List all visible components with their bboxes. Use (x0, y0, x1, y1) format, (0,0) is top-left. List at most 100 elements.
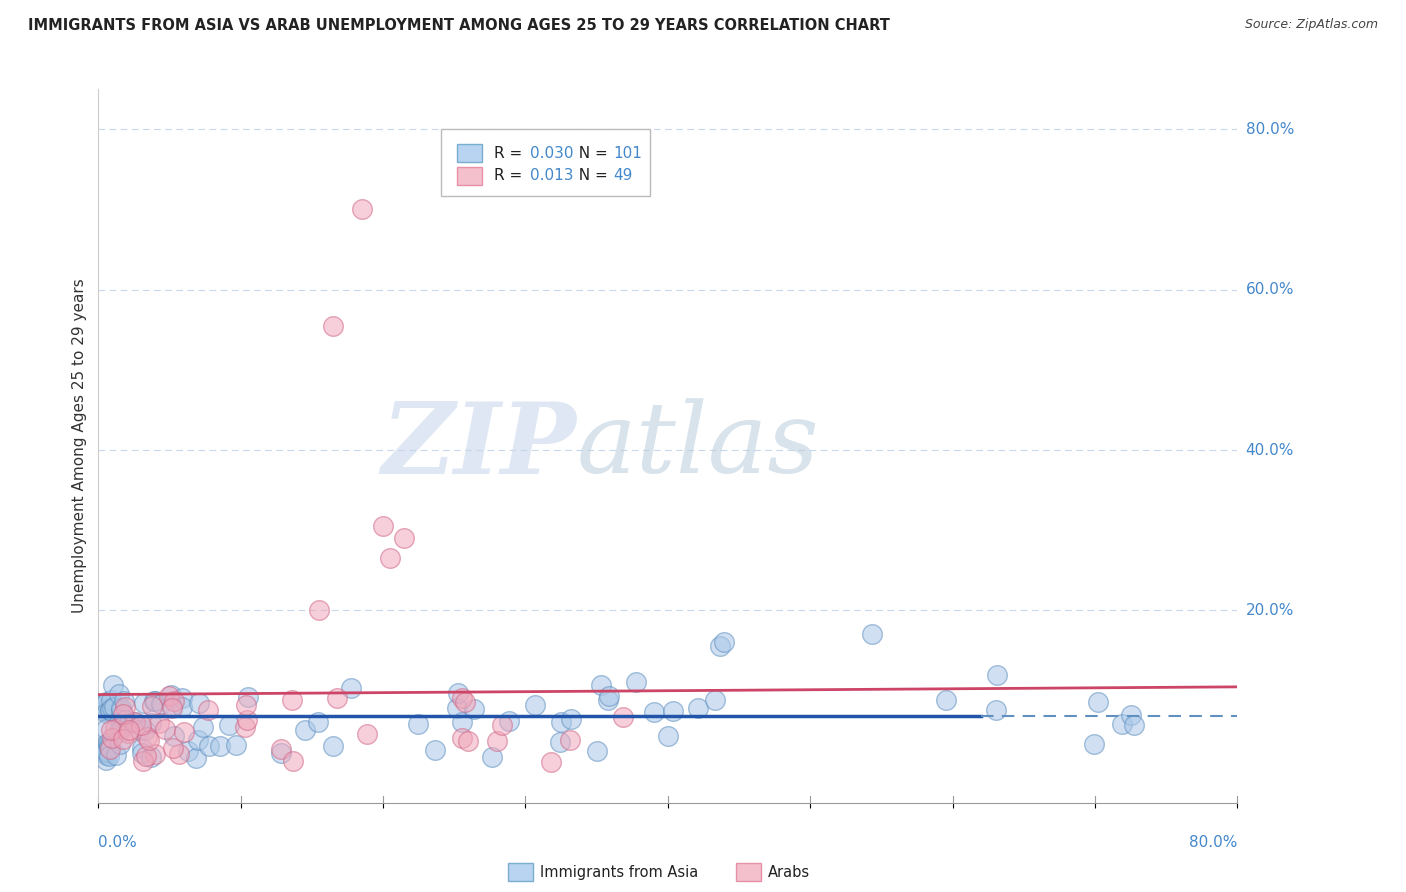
Point (624, 674, 647, 689)
Point (191, 720, 214, 734)
Point (457, 734, 479, 748)
Point (111, 720, 134, 734)
Point (643, 705, 665, 719)
Text: R =: R = (494, 169, 527, 183)
Point (986, 703, 1008, 717)
Point (96, 722, 118, 736)
Point (94, 696, 117, 710)
Point (481, 749, 503, 764)
Point (94, 743, 117, 757)
Point (1121, 708, 1143, 723)
Point (94, 747, 117, 761)
Point (117, 725, 139, 739)
Point (612, 710, 634, 724)
Point (101, 701, 124, 715)
Point (143, 747, 166, 762)
Point (523, 698, 546, 712)
Point (94, 748, 117, 763)
Text: Arabs: Arabs (768, 864, 810, 880)
Point (98, 742, 121, 756)
Point (339, 681, 361, 695)
Point (101, 678, 124, 692)
Point (96, 735, 118, 749)
Point (657, 729, 679, 743)
Point (283, 754, 305, 768)
Point (135, 749, 157, 764)
Point (688, 701, 710, 715)
Point (540, 755, 562, 769)
Point (94, 737, 117, 751)
Point (350, 202, 373, 217)
Text: 80.0%: 80.0% (1189, 835, 1237, 850)
Point (135, 730, 157, 744)
Point (167, 747, 190, 761)
Point (235, 721, 257, 735)
Point (451, 691, 474, 706)
Point (110, 701, 132, 715)
Point (198, 739, 221, 753)
Point (176, 743, 198, 757)
Point (94, 695, 117, 709)
Point (270, 741, 292, 756)
Point (170, 690, 193, 705)
Point (132, 696, 155, 710)
Point (141, 698, 163, 713)
Point (132, 754, 155, 768)
FancyBboxPatch shape (509, 863, 533, 881)
Point (173, 725, 195, 739)
Point (463, 702, 485, 716)
Point (236, 713, 259, 727)
Point (550, 715, 572, 730)
Point (225, 738, 247, 752)
Point (187, 733, 209, 747)
Point (373, 519, 395, 533)
Point (98, 703, 121, 717)
Point (111, 732, 134, 747)
Text: Source: ZipAtlas.com: Source: ZipAtlas.com (1244, 18, 1378, 31)
Point (1122, 717, 1144, 731)
Point (98, 703, 121, 717)
Point (589, 677, 612, 691)
Point (486, 734, 509, 748)
Text: ZIP: ZIP (382, 398, 576, 494)
Point (103, 700, 125, 714)
Point (704, 693, 727, 707)
Point (550, 735, 572, 749)
Point (935, 693, 957, 707)
Point (446, 701, 468, 715)
Point (281, 693, 304, 707)
Text: 60.0%: 60.0% (1246, 282, 1294, 297)
Point (94, 698, 117, 713)
Text: N =: N = (569, 169, 613, 183)
Point (380, 551, 402, 566)
Text: atlas: atlas (576, 399, 820, 493)
Point (148, 715, 170, 730)
Text: IMMIGRANTS FROM ASIA VS ARAB UNEMPLOYMENT AMONG AGES 25 TO 29 YEARS CORRELATION : IMMIGRANTS FROM ASIA VS ARAB UNEMPLOYMEN… (28, 18, 890, 33)
Point (153, 722, 176, 736)
Point (860, 627, 883, 641)
Point (112, 694, 135, 708)
Point (453, 695, 475, 709)
Point (394, 531, 416, 545)
Point (451, 715, 474, 730)
Point (406, 716, 429, 731)
Point (162, 741, 184, 756)
Point (491, 718, 513, 732)
Point (131, 746, 153, 760)
Text: 80.0%: 80.0% (1246, 122, 1294, 136)
Text: Immigrants from Asia: Immigrants from Asia (540, 864, 699, 880)
Point (118, 716, 141, 731)
Point (308, 603, 330, 617)
Point (160, 688, 183, 702)
Point (447, 686, 470, 700)
Point (150, 697, 173, 711)
Point (208, 739, 231, 753)
Point (108, 737, 131, 751)
Point (94, 746, 117, 760)
Point (138, 733, 160, 747)
Point (143, 694, 166, 708)
Point (160, 701, 183, 715)
Point (94, 706, 117, 720)
Text: 0.013: 0.013 (530, 169, 574, 183)
Point (1111, 717, 1133, 731)
